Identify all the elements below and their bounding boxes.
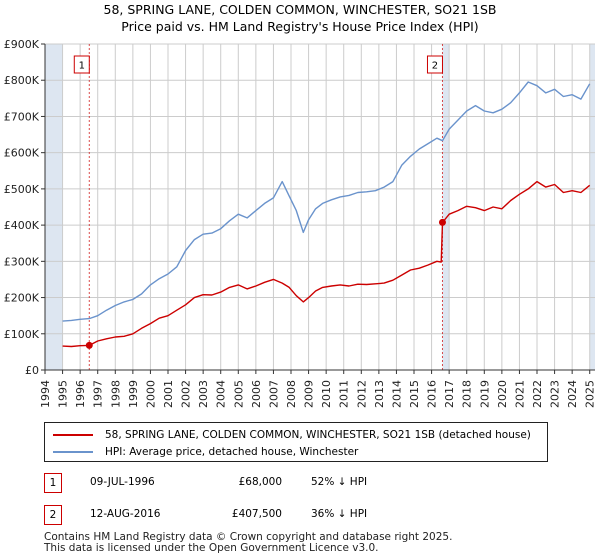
footer-licence: This data is licensed under the Open Gov… (44, 542, 379, 554)
x-tick-label: 2015 (408, 380, 421, 408)
x-tick-label: 2017 (443, 380, 456, 408)
chart-title: 58, SPRING LANE, COLDEN COMMON, WINCHEST… (103, 2, 497, 17)
legend-swatch-hpi (53, 451, 93, 453)
x-tick-label: 2002 (180, 380, 193, 408)
x-tick-label: 1995 (57, 380, 70, 408)
x-tick-label: 1996 (74, 380, 87, 408)
x-tick-label: 2021 (513, 380, 526, 408)
y-tick-label: £100K (4, 328, 40, 341)
y-tick-label: £800K (4, 74, 40, 87)
x-tick-label: 2022 (531, 380, 544, 408)
plot-area (45, 44, 595, 370)
x-tick-label: 2025 (584, 380, 597, 408)
x-tick-label: 1999 (127, 380, 140, 408)
x-tick-label: 2019 (478, 380, 491, 408)
y-tick-label: £600K (4, 147, 40, 160)
sale-point (438, 218, 446, 226)
x-tick-label: 1994 (39, 380, 52, 408)
shaded-region (45, 44, 63, 370)
x-tick-label: 2007 (267, 380, 280, 408)
y-tick-label: £500K (4, 183, 40, 196)
sale-row: 1 09-JUL-1996 £68,000 52% ↓ HPI (44, 473, 564, 495)
x-tick-label: 2016 (426, 380, 439, 408)
x-tick-label: 1998 (109, 380, 122, 408)
x-tick-label: 2009 (303, 380, 316, 408)
sale-row: 2 12-AUG-2016 £407,500 36% ↓ HPI (44, 505, 564, 527)
x-tick-label: 2024 (566, 380, 579, 408)
y-tick-label: £900K (4, 38, 40, 51)
x-tick-label: 2012 (355, 380, 368, 408)
sale-label-box (426, 55, 443, 74)
legend-item-property: 58, SPRING LANE, COLDEN COMMON, WINCHEST… (53, 427, 531, 443)
sale-hpi-diff: 36% ↓ HPI (311, 508, 368, 520)
footer-copyright: Contains HM Land Registry data © Crown c… (44, 531, 453, 543)
y-tick-label: £300K (4, 255, 40, 268)
property-series-line (62, 180, 591, 348)
hpi-series-line (62, 81, 591, 322)
legend: 58, SPRING LANE, COLDEN COMMON, WINCHEST… (44, 422, 548, 462)
x-tick-label: 2006 (250, 380, 263, 408)
x-tick-label: 2001 (162, 380, 175, 408)
x-tick-label: 2013 (373, 380, 386, 408)
sale-price: £407,500 (231, 508, 282, 520)
x-tick-label: 2000 (144, 380, 157, 408)
shaded-region (442, 44, 450, 370)
x-tick-label: 1997 (92, 380, 105, 408)
x-tick-label: 2008 (285, 380, 298, 408)
sale-price: £68,000 (238, 476, 282, 488)
x-tick-label: 2005 (232, 380, 245, 408)
shaded-region (589, 44, 595, 370)
x-tick-label: 2011 (338, 380, 351, 408)
legend-label-hpi: HPI: Average price, detached house, Winc… (105, 446, 359, 458)
y-tick-label: £400K (4, 219, 40, 232)
legend-item-hpi: HPI: Average price, detached house, Winc… (53, 444, 358, 460)
sale-hpi-diff: 52% ↓ HPI (311, 476, 368, 488)
sale-number-badge: 1 (44, 473, 62, 493)
price-chart: 1 2 £0 £100K £200K £300K £400K £500K £600K £700K £… (4, 38, 597, 408)
x-tick-label: 2023 (549, 380, 562, 408)
y-tick-label: £200K (4, 292, 40, 305)
sale-number-badge: 2 (44, 505, 62, 525)
sale-date: 09-JUL-1996 (90, 476, 155, 488)
sale-point (85, 341, 93, 349)
sale-label-text: 1 (79, 61, 85, 72)
x-tick-label: 2018 (461, 380, 474, 408)
x-tick-label: 2014 (390, 380, 403, 408)
sale-label-text: 2 (432, 61, 438, 72)
x-tick-label: 2020 (496, 380, 509, 408)
y-tick-label: £0 (25, 364, 39, 377)
legend-label-property: 58, SPRING LANE, COLDEN COMMON, WINCHEST… (105, 429, 531, 441)
sale-label-box (73, 55, 90, 74)
chart-subtitle: Price paid vs. HM Land Registry's House … (121, 19, 479, 34)
x-tick-label: 2003 (197, 380, 210, 408)
x-tick-label: 2004 (215, 380, 228, 408)
sale-date: 12-AUG-2016 (90, 508, 161, 520)
y-tick-label: £700K (4, 110, 40, 123)
footer: Contains HM Land Registry data © Crown c… (44, 532, 452, 554)
legend-swatch-property (53, 434, 93, 436)
x-tick-label: 2010 (320, 380, 333, 408)
